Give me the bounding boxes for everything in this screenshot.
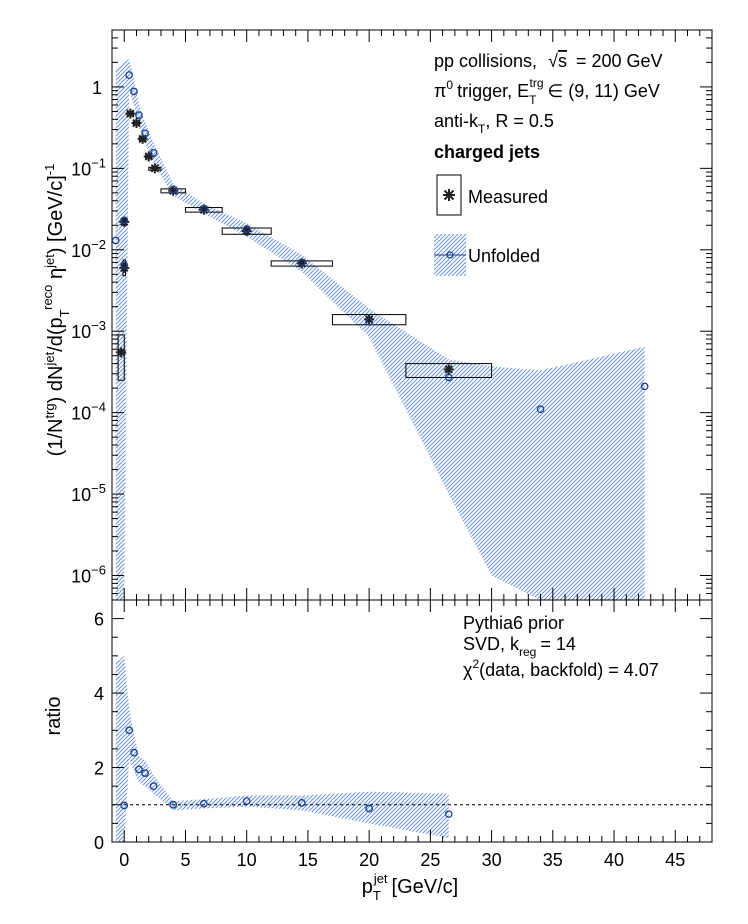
- ratio-point: [365, 804, 373, 813]
- measured-point: [241, 226, 252, 237]
- trigger-label: π0 trigger, ETtrg ∈ (9, 11) GeV: [434, 76, 660, 107]
- unfolded-point: [640, 382, 649, 391]
- unfolded-point: [130, 87, 138, 96]
- measured-point: [125, 108, 136, 119]
- ratio-point: [125, 726, 133, 735]
- measured-point: [149, 163, 160, 174]
- measured-point: [131, 118, 142, 129]
- unfolded-point: [536, 405, 545, 414]
- chi2-label: χ2(data, backfold) = 4.07: [463, 657, 659, 680]
- ratio-point: [199, 799, 208, 808]
- measured-point: [168, 185, 179, 196]
- measured-point: [119, 216, 130, 227]
- x-tick-label: 40: [604, 850, 624, 870]
- ratio-point: [120, 801, 129, 810]
- ratio-point: [149, 782, 158, 791]
- unfolded-point: [120, 261, 129, 269]
- bottom-plot-frame: [111, 599, 713, 843]
- top-y-tick-label: 10−4: [71, 400, 106, 424]
- legend-unfolded-label: Unfolded: [468, 246, 540, 266]
- x-tick-label: 15: [298, 850, 318, 870]
- unfolded-point: [135, 111, 143, 120]
- measured-point: [143, 151, 154, 162]
- bottom-panel: 0 5 10 15 20 25 30 35 40 45 0 2 4 6 ratio Pythia6 pr…: [43, 599, 713, 903]
- x-tick-label: 35: [543, 850, 563, 870]
- collisions-label: pp collisions, √s = 200 GeV: [434, 51, 663, 71]
- top-y-tick-label: 10−1: [71, 155, 106, 179]
- annotation-block: pp collisions, √s = 200 GeV π0 trigger, E…: [434, 51, 663, 162]
- x-axis-label: pTjet [GeV/c]: [362, 871, 459, 903]
- top-y-tick-label: 10−6: [71, 562, 106, 586]
- bottom-x-ticks: 0 5 10 15 20 25 30 35 40 45: [111, 600, 713, 870]
- prior-label: Pythia6 prior: [463, 613, 564, 633]
- x-tick-label: 30: [482, 850, 502, 870]
- unfolded-band-area: [115, 59, 645, 600]
- top-y-tick-label: 10−2: [71, 237, 106, 261]
- top-y-tick-label: 10−3: [71, 318, 106, 342]
- ratio-point: [444, 810, 453, 818]
- top-y-ticks: 10−6 10−5 10−4 10−3 10−2 10−1 1: [71, 29, 712, 601]
- measured-point: [296, 258, 307, 269]
- top-y-tick-label: 10−5: [71, 481, 106, 505]
- x-tick-label: 25: [420, 850, 440, 870]
- bottom-y-ticks: 0 2 4 6: [94, 599, 712, 853]
- bottom-y-tick-label: 2: [94, 759, 104, 779]
- charged-jets-label: charged jets: [434, 142, 540, 162]
- unfolded-point: [365, 318, 373, 326]
- bottom-y-tick-label: 4: [94, 684, 104, 704]
- ratio-uncertainty-band: [115, 655, 449, 842]
- measured-systematic-box: [405, 363, 493, 379]
- top-x-ticks: [111, 30, 713, 600]
- unfolded-point: [297, 258, 306, 267]
- algorithm-label: anti-kT, R = 0.5: [434, 111, 554, 136]
- ratio-point: [169, 800, 178, 809]
- unfolded-point: [149, 148, 158, 157]
- x-tick-label: 20: [359, 850, 379, 870]
- ratio-point: [242, 797, 251, 805]
- bottom-y-tick-label: 6: [94, 610, 104, 630]
- bottom-y-axis-label: ratio: [43, 697, 65, 736]
- x-tick-label: 10: [237, 850, 257, 870]
- unfolded-point: [169, 185, 178, 194]
- ratio-point: [141, 769, 149, 777]
- ratio-point: [297, 799, 306, 807]
- bottom-y-tick-label: 0: [94, 833, 104, 853]
- unfolded-point: [125, 71, 133, 79]
- x-tick-label: 45: [665, 850, 685, 870]
- unfolded-point: [141, 129, 149, 138]
- unfolded-series: [111, 71, 649, 414]
- x-tick-label: 5: [180, 850, 190, 870]
- measured-point: [116, 347, 127, 358]
- legend-measured-marker: [443, 189, 455, 201]
- unfolded-point: [111, 236, 120, 245]
- legend-measured-label: Measured: [468, 187, 548, 207]
- measured-point: [137, 133, 148, 144]
- unfolded-point: [444, 373, 453, 382]
- svd-label: SVD, kreg = 14: [463, 634, 576, 659]
- ratio-series: [120, 726, 453, 818]
- ratio-point: [135, 765, 143, 774]
- ratio-annotation-block: Pythia6 prior SVD, kreg = 14 χ2(data, bac…: [463, 613, 659, 680]
- legend-measured-box: [436, 174, 462, 216]
- ratio-band-area: [115, 655, 449, 842]
- unfolded-point: [199, 204, 208, 213]
- x-tick-label: 0: [119, 850, 129, 870]
- measured-point: [443, 364, 454, 375]
- legend-unfolded-marker: [446, 251, 454, 259]
- unfolded-uncertainty-band: [115, 59, 645, 600]
- measured-systematic-box: [117, 334, 125, 381]
- top-y-axis-label: (1/Ntrg) dNjet/d(pTreco ηjet) [GeV/c]-1: [40, 164, 72, 457]
- top-panel: 10−6 10−5 10−4 10−3 10−2 10−1 1 (1/Ntrg) dNjet…: [40, 29, 713, 601]
- ratio-point: [130, 748, 138, 757]
- unfolded-point: [120, 216, 129, 225]
- unfolded-point: [242, 225, 251, 233]
- measured-point: [198, 204, 209, 215]
- top-y-tick-label: 1: [92, 78, 102, 98]
- legend: Measured Unfolded: [434, 174, 548, 276]
